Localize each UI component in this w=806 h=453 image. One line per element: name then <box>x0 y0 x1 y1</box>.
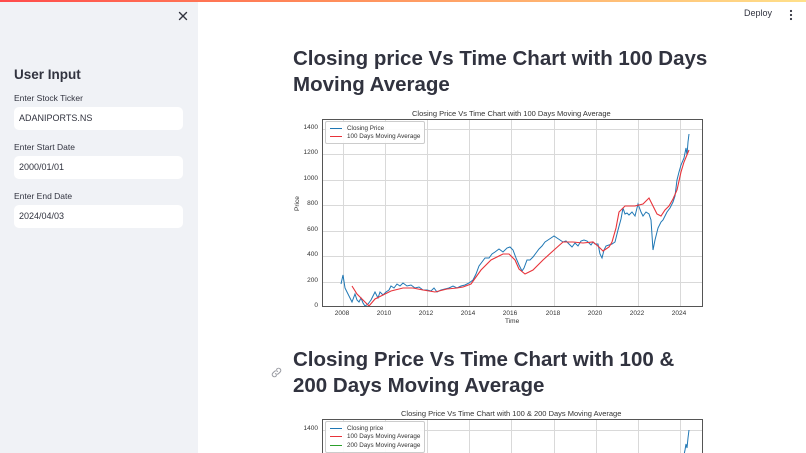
y-tick: 200 <box>307 277 318 284</box>
y-tick: 400 <box>307 251 318 258</box>
x-tick: 2022 <box>629 310 645 317</box>
x-tick: 2016 <box>502 310 518 317</box>
x-axis-label: Time <box>505 318 520 325</box>
line-series <box>683 429 690 453</box>
app-header: Deploy <box>198 2 806 32</box>
legend-item: 100 Days Moving Average <box>330 133 420 142</box>
x-tick: 2008 <box>334 310 350 317</box>
kebab-menu-icon <box>789 9 793 21</box>
chart-100ma: Closing Price Vs Time Chart with 100 Day… <box>290 105 710 330</box>
x-tick: 2014 <box>460 310 476 317</box>
plot-area <box>322 119 703 307</box>
chart-100-200ma: Closing Price Vs Time Chart with 100 & 2… <box>290 405 710 453</box>
y-tick: 0 <box>314 302 318 309</box>
deploy-button[interactable]: Deploy <box>744 8 773 18</box>
chart-legend: Closing Price 100 Days Moving Average <box>325 121 426 144</box>
ticker-label: Enter Stock Ticker <box>14 93 83 103</box>
end-date-input[interactable] <box>14 205 183 228</box>
line-series <box>340 133 690 306</box>
legend-item: 100 Days Moving Average <box>330 433 420 442</box>
top-decoration-bar <box>0 0 806 2</box>
start-date-label: Enter Start Date <box>14 142 75 152</box>
x-tick: 2012 <box>418 310 434 317</box>
main-menu-button[interactable] <box>786 8 796 22</box>
close-icon <box>178 11 188 21</box>
x-tick: 2018 <box>545 310 561 317</box>
link-icon <box>271 367 282 378</box>
x-tick: 2024 <box>671 310 687 317</box>
section-heading-100-200ma: Closing Price Vs Time Chart with 100 & 2… <box>293 348 675 397</box>
chart-legend: Closing price 100 Days Moving Average 20… <box>325 421 426 453</box>
chart-title: Closing Price Vs Time Chart with 100 Day… <box>412 109 611 118</box>
close-sidebar-button[interactable] <box>175 8 191 24</box>
section-heading-100ma: Closing price Vs Time Chart with 100 Day… <box>293 47 708 96</box>
y-tick: 1400 <box>303 124 318 131</box>
start-date-input[interactable] <box>14 156 183 179</box>
sidebar: User Input Enter Stock Ticker Enter Star… <box>0 0 198 453</box>
x-tick: 2020 <box>587 310 603 317</box>
legend-item: Closing price <box>330 424 420 433</box>
legend-item: 200 Days Moving Average <box>330 441 420 450</box>
chart-title: Closing Price Vs Time Chart with 100 & 2… <box>401 409 622 418</box>
y-tick: 800 <box>307 200 318 207</box>
ticker-input[interactable] <box>14 107 183 130</box>
end-date-label: Enter End Date <box>14 191 73 201</box>
y-tick: 1000 <box>303 175 318 182</box>
y-tick: 600 <box>307 226 318 233</box>
y-axis-label: Price <box>294 196 301 211</box>
y-tick: 1200 <box>303 149 318 156</box>
y-tick: 1400 <box>303 425 318 432</box>
sidebar-title: User Input <box>14 67 81 82</box>
x-tick: 2010 <box>376 310 392 317</box>
legend-item: Closing Price <box>330 124 420 133</box>
heading-anchor-link[interactable] <box>270 366 283 379</box>
